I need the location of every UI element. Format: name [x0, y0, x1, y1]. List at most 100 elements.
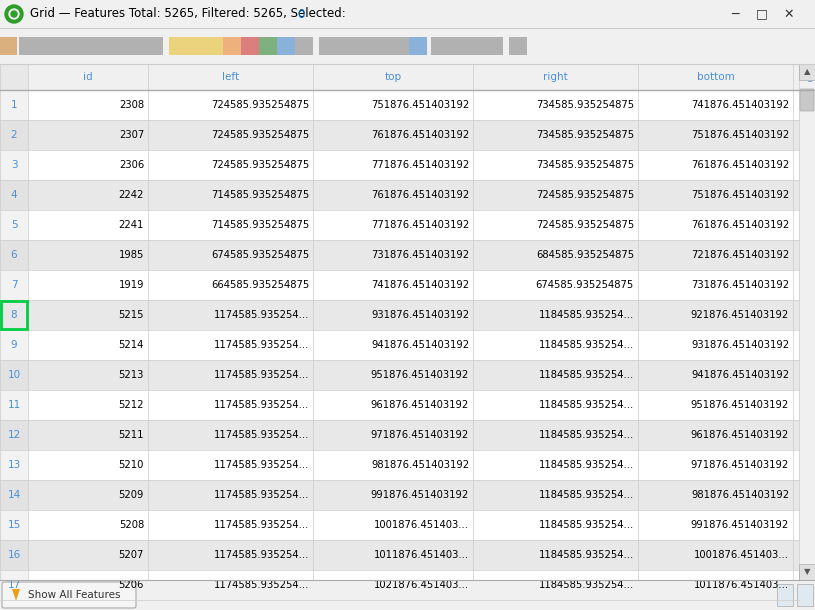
Text: 971876.451403192: 971876.451403192 — [371, 430, 469, 440]
Text: 11: 11 — [7, 400, 20, 410]
Bar — [0, 28, 815, 64]
Bar — [0, 450, 799, 480]
Bar — [799, 64, 815, 580]
Bar — [0, 300, 28, 330]
Bar — [223, 37, 241, 55]
Text: 1184585.935254...: 1184585.935254... — [539, 550, 634, 560]
Bar — [28, 64, 148, 90]
Text: 7: 7 — [11, 280, 17, 290]
Bar — [37, 37, 55, 55]
Bar — [638, 64, 793, 90]
Bar — [1, 301, 27, 329]
Bar — [19, 37, 37, 55]
Bar — [205, 37, 223, 55]
Bar — [313, 64, 473, 90]
Circle shape — [5, 5, 23, 23]
Text: ▲: ▲ — [804, 68, 810, 76]
Text: left: left — [222, 72, 239, 82]
Text: 951876.451403192: 951876.451403192 — [371, 370, 469, 380]
Text: ✕: ✕ — [784, 7, 795, 21]
Text: 8: 8 — [11, 310, 17, 320]
Text: 734585.935254875: 734585.935254875 — [536, 100, 634, 110]
Text: 1184585.935254...: 1184585.935254... — [539, 370, 634, 380]
Text: 771876.451403192: 771876.451403192 — [371, 220, 469, 230]
Bar — [0, 580, 815, 610]
Text: 981876.451403192: 981876.451403192 — [371, 460, 469, 470]
Text: id: id — [83, 72, 93, 82]
Text: 751876.451403192: 751876.451403192 — [691, 130, 789, 140]
Text: 5210: 5210 — [119, 460, 144, 470]
Bar — [169, 37, 187, 55]
Bar — [0, 90, 799, 120]
Bar — [337, 37, 355, 55]
Bar — [0, 330, 28, 360]
Bar — [0, 570, 28, 600]
Text: 674585.935254875: 674585.935254875 — [535, 280, 634, 290]
Text: green_grid_id ▼: green_grid_id ▼ — [807, 71, 815, 82]
Bar — [0, 240, 28, 270]
Text: 981876.451403192: 981876.451403192 — [691, 490, 789, 500]
Text: 1011876.451403...: 1011876.451403... — [374, 550, 469, 560]
Text: 761876.451403192: 761876.451403192 — [371, 130, 469, 140]
Bar — [0, 270, 28, 300]
Text: 931876.451403192: 931876.451403192 — [371, 310, 469, 320]
FancyBboxPatch shape — [2, 582, 136, 608]
Text: 1184585.935254...: 1184585.935254... — [539, 520, 634, 530]
Bar — [0, 64, 815, 90]
Text: Grid — Features Total: 5265, Filtered: 5265, Selected:: Grid — Features Total: 5265, Filtered: 5… — [30, 7, 350, 21]
Text: 17: 17 — [7, 580, 20, 590]
Text: 724585.935254875: 724585.935254875 — [211, 130, 309, 140]
Bar — [295, 37, 313, 55]
Text: 1174585.935254...: 1174585.935254... — [214, 580, 309, 590]
Bar — [777, 584, 793, 606]
Bar — [241, 37, 259, 55]
Bar — [0, 510, 799, 540]
Text: 1174585.935254...: 1174585.935254... — [214, 460, 309, 470]
Text: 724585.935254875: 724585.935254875 — [211, 160, 309, 170]
Text: 5213: 5213 — [119, 370, 144, 380]
Bar — [127, 37, 145, 55]
Bar — [259, 37, 277, 55]
Text: 1001876.451403...: 1001876.451403... — [694, 550, 789, 560]
Bar — [73, 37, 91, 55]
Bar — [0, 120, 28, 150]
Text: 1021876.451403...: 1021876.451403... — [374, 580, 469, 590]
Text: 1184585.935254...: 1184585.935254... — [539, 460, 634, 470]
Bar — [793, 64, 815, 90]
Bar — [473, 64, 638, 90]
Text: 1174585.935254...: 1174585.935254... — [214, 550, 309, 560]
Text: 751876.451403192: 751876.451403192 — [691, 190, 789, 200]
Text: 5206: 5206 — [119, 580, 144, 590]
Bar — [187, 37, 205, 55]
Text: 921876.451403192: 921876.451403192 — [691, 310, 789, 320]
Bar — [0, 270, 799, 300]
Text: 3: 3 — [11, 160, 17, 170]
Text: ▼: ▼ — [804, 567, 810, 576]
Text: 1011876.451403...: 1011876.451403... — [694, 580, 789, 590]
Bar — [449, 37, 467, 55]
Text: 724585.935254875: 724585.935254875 — [535, 190, 634, 200]
Text: 941876.451403192: 941876.451403192 — [691, 370, 789, 380]
Bar — [0, 180, 28, 210]
Text: 1184585.935254...: 1184585.935254... — [539, 430, 634, 440]
Bar — [0, 180, 799, 210]
Text: 734585.935254875: 734585.935254875 — [536, 130, 634, 140]
Text: 1174585.935254...: 1174585.935254... — [214, 490, 309, 500]
Bar — [0, 210, 28, 240]
Text: 1001876.451403...: 1001876.451403... — [374, 520, 469, 530]
Text: 14: 14 — [7, 490, 20, 500]
Bar — [0, 150, 28, 180]
Bar — [485, 37, 503, 55]
Text: 961876.451403192: 961876.451403192 — [371, 400, 469, 410]
FancyBboxPatch shape — [800, 89, 814, 111]
Text: 684585.935254875: 684585.935254875 — [536, 250, 634, 260]
Text: 0: 0 — [297, 7, 304, 21]
Bar — [319, 37, 337, 55]
Text: 1184585.935254...: 1184585.935254... — [539, 310, 634, 320]
Bar — [0, 540, 28, 570]
Bar — [0, 510, 28, 540]
Text: 714585.935254875: 714585.935254875 — [211, 190, 309, 200]
Text: bottom: bottom — [697, 72, 734, 82]
Bar — [0, 540, 799, 570]
Bar — [145, 37, 163, 55]
